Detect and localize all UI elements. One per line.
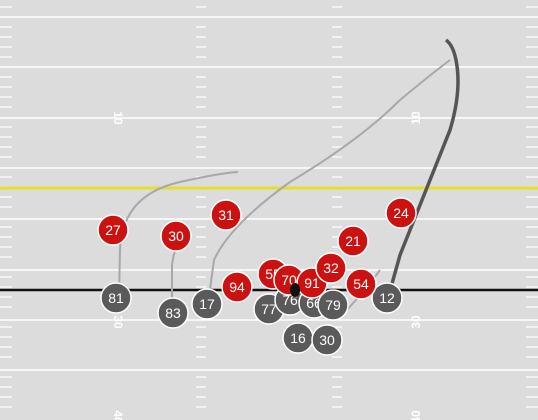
yard-number: 40 [409,410,423,420]
player-number: 94 [229,279,245,295]
player: 30 [160,220,192,252]
player: 16 [282,322,314,354]
player: 31 [210,199,242,231]
player: 21 [337,225,369,257]
player: 54 [345,268,377,300]
player-marker [100,282,132,314]
player-number: 77 [261,301,277,317]
yard-number: 40 [111,410,125,420]
player-number: 81 [108,290,124,306]
player-number: 32 [323,260,339,276]
player: 79 [317,289,349,321]
player-marker [385,197,417,229]
player-marker [191,288,223,320]
player-number: 21 [345,233,361,249]
player-number: 91 [304,275,320,291]
yard-lines [0,6,538,408]
player-number: 31 [218,207,234,223]
player-number: 12 [379,290,395,306]
player-marker [315,252,347,284]
player-number: 30 [168,228,184,244]
player-number: 16 [290,330,306,346]
yard-number: 30 [409,315,423,329]
yard-number: 10 [111,111,125,125]
route [207,59,451,305]
football [290,283,300,297]
player: 83 [157,297,189,329]
player-number: 79 [325,297,341,313]
player-marker [210,199,242,231]
player-marker [97,214,129,246]
player-number: 27 [105,222,121,238]
player-number: 17 [199,296,215,312]
player: 27 [97,214,129,246]
player-number: 83 [165,305,181,321]
yard-number: 30 [111,315,125,329]
player-marker [337,225,369,257]
player-marker [317,289,349,321]
player-marker [345,268,377,300]
player-number: 30 [319,332,335,348]
player: 81 [100,282,132,314]
player-marker [157,297,189,329]
yard-number: 10 [409,111,423,125]
player-marker [221,271,253,303]
player: 17 [191,288,223,320]
player: 32 [315,252,347,284]
player-marker [311,324,343,356]
player-number: 54 [353,276,369,292]
player: 24 [385,197,417,229]
player-number: 24 [393,205,409,221]
qb-route [386,38,460,299]
player: 30 [311,324,343,356]
player: 94 [221,271,253,303]
player-marker [160,220,192,252]
player-marker [371,282,403,314]
player: 12 [371,282,403,314]
